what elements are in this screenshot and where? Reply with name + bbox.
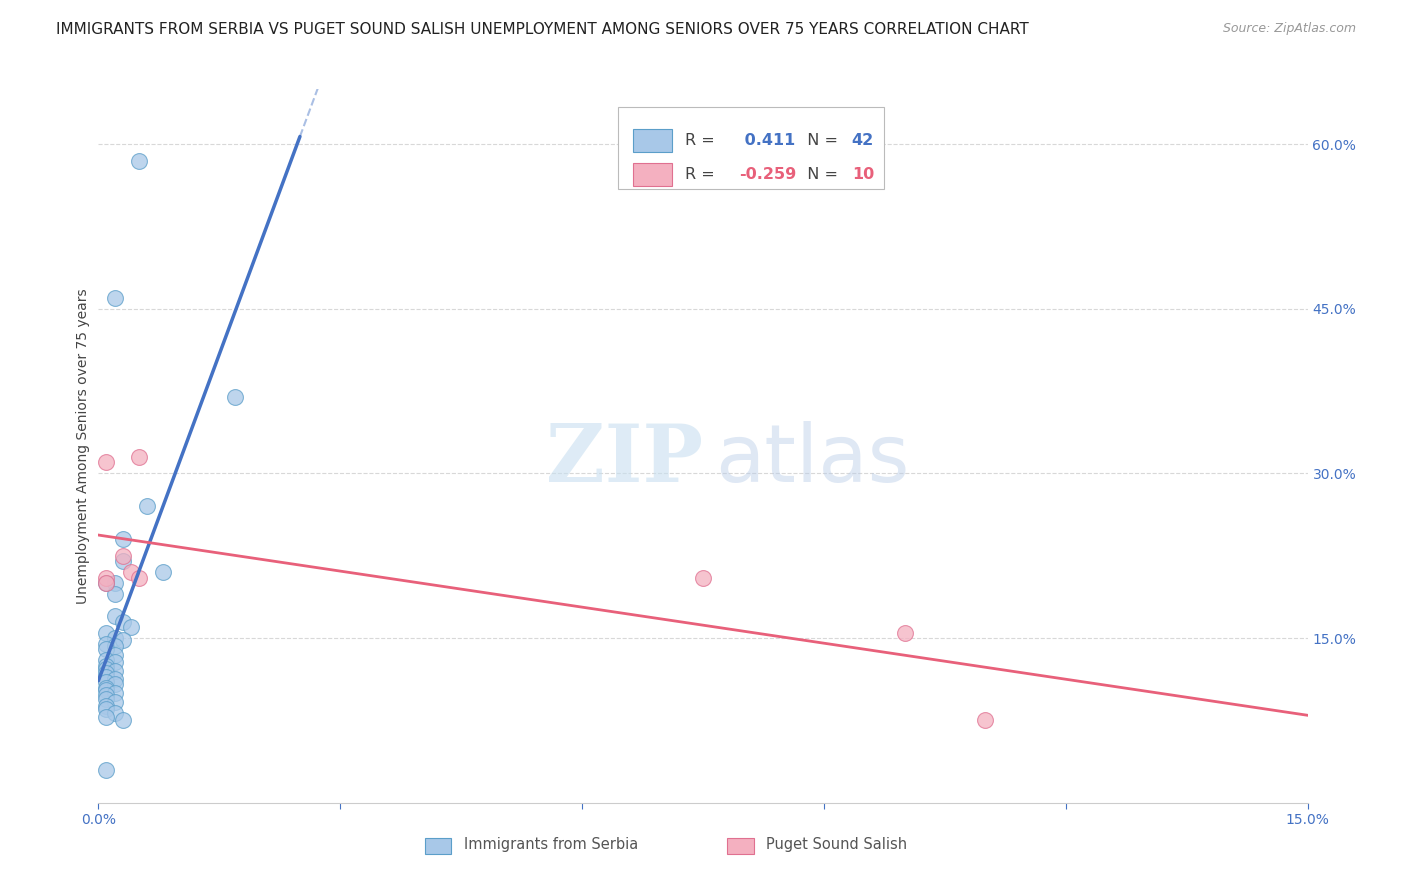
Point <box>103 587 125 601</box>
Point <box>893 625 915 640</box>
Point <box>96 576 118 591</box>
Point <box>692 571 714 585</box>
Point <box>96 763 118 777</box>
Point <box>103 631 125 645</box>
Point <box>128 571 150 585</box>
Text: ZIP: ZIP <box>546 421 703 500</box>
Point <box>111 633 134 648</box>
Point <box>103 664 125 678</box>
Point <box>96 681 118 695</box>
Point <box>103 672 125 686</box>
Point <box>96 571 118 585</box>
Point <box>96 691 118 706</box>
Point <box>120 566 142 580</box>
FancyBboxPatch shape <box>633 163 672 186</box>
Point <box>152 566 174 580</box>
Point <box>111 714 134 728</box>
Point <box>96 576 118 591</box>
Point <box>96 625 118 640</box>
Text: atlas: atlas <box>716 421 910 500</box>
Text: 0.411: 0.411 <box>740 133 796 148</box>
Point <box>135 500 157 514</box>
FancyBboxPatch shape <box>425 838 451 855</box>
FancyBboxPatch shape <box>619 107 884 189</box>
Point <box>974 714 997 728</box>
Text: N =: N = <box>797 168 844 182</box>
Point <box>103 655 125 669</box>
Text: -0.259: -0.259 <box>740 168 797 182</box>
Text: Puget Sound Salish: Puget Sound Salish <box>766 837 907 852</box>
Point <box>96 662 118 676</box>
FancyBboxPatch shape <box>633 129 672 152</box>
Point <box>103 706 125 720</box>
Point <box>128 450 150 464</box>
Point <box>96 669 118 683</box>
Point <box>96 658 118 673</box>
Text: 10: 10 <box>852 168 875 182</box>
Point <box>103 677 125 691</box>
Text: R =: R = <box>685 168 720 182</box>
Point <box>111 615 134 629</box>
FancyBboxPatch shape <box>727 838 754 855</box>
Point <box>96 682 118 697</box>
Point <box>96 702 118 716</box>
Text: 42: 42 <box>852 133 875 148</box>
Point <box>96 455 118 469</box>
Point <box>96 666 118 681</box>
Point <box>103 686 125 700</box>
Point <box>103 291 125 305</box>
Point <box>96 699 118 714</box>
Point <box>111 554 134 568</box>
Point <box>103 576 125 591</box>
Point <box>224 390 246 404</box>
Point <box>96 675 118 690</box>
Text: IMMIGRANTS FROM SERBIA VS PUGET SOUND SALISH UNEMPLOYMENT AMONG SENIORS OVER 75 : IMMIGRANTS FROM SERBIA VS PUGET SOUND SA… <box>56 22 1029 37</box>
Point <box>96 642 118 657</box>
Text: Source: ZipAtlas.com: Source: ZipAtlas.com <box>1223 22 1357 36</box>
Text: R =: R = <box>685 133 720 148</box>
Point <box>103 695 125 709</box>
Point <box>103 639 125 653</box>
Point <box>111 533 134 547</box>
Point <box>128 153 150 168</box>
Point <box>96 688 118 702</box>
Y-axis label: Unemployment Among Seniors over 75 years: Unemployment Among Seniors over 75 years <box>76 288 90 604</box>
Point <box>103 648 125 662</box>
Point <box>96 637 118 651</box>
Point <box>96 710 118 724</box>
Point <box>111 549 134 563</box>
Point <box>120 620 142 634</box>
Text: Immigrants from Serbia: Immigrants from Serbia <box>464 837 638 852</box>
Point <box>96 653 118 667</box>
Point <box>103 609 125 624</box>
Text: N =: N = <box>797 133 844 148</box>
